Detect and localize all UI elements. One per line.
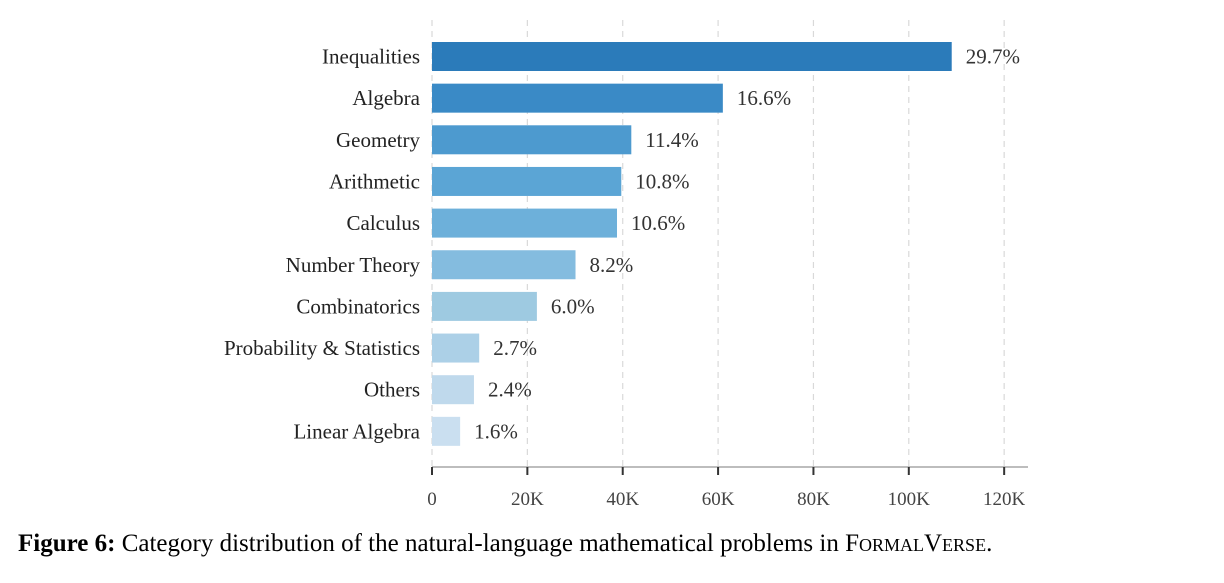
category-label-calculus: Calculus — [347, 211, 421, 235]
bar-inequalities — [432, 42, 952, 71]
x-axis: 0 20K 40K 60K 80K 100K 120K — [427, 466, 1028, 510]
value-label-calculus: 10.6% — [631, 211, 685, 235]
x-tick-label-120K: 120K — [983, 489, 1026, 510]
category-label-arithmetic: Arithmetic — [329, 169, 420, 193]
grid-lines — [431, 20, 1005, 467]
bar-linear-algebra — [432, 416, 461, 446]
x-tick-label-20K: 20K — [511, 489, 544, 510]
bar-geometry — [432, 125, 632, 155]
bar-probability-statistics — [432, 333, 480, 363]
value-label-algebra: 16.6% — [737, 86, 791, 110]
category-label-probability-statistics: Probability & Statistics — [224, 336, 420, 360]
value-label-geometry: 11.4% — [645, 128, 698, 152]
category-label-linear-algebra: Linear Algebra — [293, 419, 420, 443]
dataset-name: FormalVerse — [845, 530, 987, 557]
caption-end: . — [986, 530, 993, 557]
category-label-number-theory: Number Theory — [286, 253, 421, 277]
bar-chart: Inequalities Algebra Geometry Arithmetic Cal… — [224, 20, 1028, 510]
x-tick-label-0: 0 — [427, 489, 437, 510]
bar-algebra — [432, 83, 723, 113]
category-label-inequalities: Inequalities — [322, 45, 420, 69]
bar-calculus — [432, 208, 617, 238]
bars — [432, 42, 952, 446]
bar-arithmetic — [432, 166, 622, 196]
figure-number: Figure 6: — [18, 530, 116, 557]
bar-combinatorics — [432, 291, 537, 321]
value-labels: 29.7% 16.6% 11.4% 10.8% 10.6% 8.2% 6.0% 2.7% 2.4… — [474, 45, 1020, 444]
value-label-combinatorics: 6.0% — [551, 294, 595, 318]
x-tick-label-100K: 100K — [888, 489, 931, 510]
category-label-others: Others — [364, 378, 420, 402]
bar-others — [432, 375, 474, 405]
category-label-combinatorics: Combinatorics — [296, 294, 420, 318]
x-tick-label-60K: 60K — [702, 489, 735, 510]
figure-caption: Figure 6: Category distribution of the n… — [18, 530, 1218, 558]
value-label-arithmetic: 10.8% — [635, 169, 689, 193]
category-label-algebra: Algebra — [352, 86, 420, 110]
category-labels: Inequalities Algebra Geometry Arithmetic Cal… — [224, 45, 421, 444]
value-label-linear-algebra: 1.6% — [474, 419, 518, 443]
x-tick-label-80K: 80K — [797, 489, 830, 510]
x-tick-label-40K: 40K — [606, 489, 639, 510]
value-label-others: 2.4% — [488, 378, 532, 402]
value-label-inequalities: 29.7% — [966, 45, 1020, 69]
category-label-geometry: Geometry — [336, 128, 420, 152]
caption-text: Category distribution of the natural-lan… — [115, 530, 846, 557]
value-label-number-theory: 8.2% — [590, 253, 634, 277]
value-label-probability-statistics: 2.7% — [493, 336, 537, 360]
bar-number-theory — [432, 250, 576, 280]
